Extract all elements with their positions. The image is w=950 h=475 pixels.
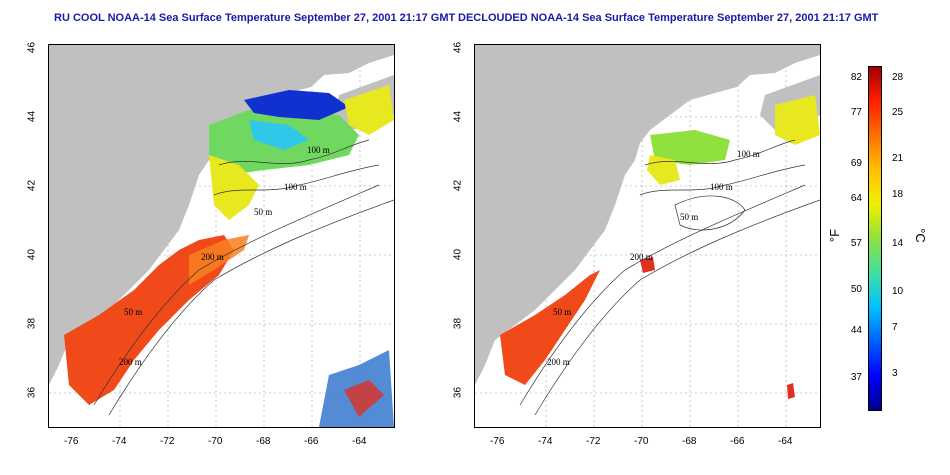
right-contours (519, 139, 820, 416)
y-tick-label: 42 (452, 179, 464, 192)
fahrenheit-tick: 44 (850, 325, 862, 336)
x-tick-label: -76 (64, 436, 79, 447)
left-sst-blue-region (244, 90, 349, 120)
left-sst-cyan-region (249, 120, 309, 150)
y-tick-label: 38 (26, 317, 38, 330)
left-sst-yellow-ne (344, 85, 394, 135)
y-tick-label: 44 (26, 110, 38, 123)
y-tick-label: 42 (26, 179, 38, 192)
left-contour-label: 200 m (201, 252, 224, 262)
left-sst-map: 100 m 100 m 50 m 200 m 50 m 200 m (48, 44, 395, 428)
y-tick-label: 36 (26, 386, 38, 399)
right-contour-label: 50 m (680, 212, 698, 222)
left-contours (93, 139, 394, 416)
x-tick-label: -68 (682, 436, 697, 447)
fahrenheit-tick: 37 (850, 372, 862, 383)
x-tick-label: -70 (208, 436, 223, 447)
celsius-tick: 28 (892, 72, 904, 83)
right-map-title: DECLOUDED NOAA-14 Sea Surface Temperatur… (458, 12, 879, 24)
left-land-mass (49, 45, 394, 385)
x-tick-label: -72 (160, 436, 175, 447)
y-tick-label: 46 (452, 41, 464, 54)
celsius-tick: 10 (892, 286, 904, 297)
temperature-colorbar (868, 66, 882, 411)
fahrenheit-tick: 82 (850, 72, 862, 83)
fahrenheit-tick: 50 (850, 284, 862, 295)
right-sst-red-spot-se (787, 383, 795, 399)
left-sst-yellow-region (209, 155, 259, 220)
fahrenheit-tick: 69 (850, 158, 862, 169)
x-tick-label: -70 (634, 436, 649, 447)
right-sst-yellow-ne (775, 95, 820, 145)
x-tick-label: -64 (352, 436, 367, 447)
right-contour-label: 200 m (547, 357, 570, 367)
left-contour-label: 50 m (124, 307, 142, 317)
right-sst-green-region (650, 130, 730, 165)
x-tick-label: -68 (256, 436, 271, 447)
celsius-tick: 3 (892, 368, 898, 379)
celsius-tick: 21 (892, 153, 904, 164)
right-sst-warm-region (500, 270, 600, 385)
y-tick-label: 40 (452, 248, 464, 261)
left-contour-label: 100 m (307, 145, 330, 155)
celsius-tick: 14 (892, 238, 904, 249)
right-contour-label: 50 m (553, 307, 571, 317)
y-tick-label: 36 (452, 386, 464, 399)
x-tick-label: -72 (586, 436, 601, 447)
celsius-tick: 18 (892, 189, 904, 200)
left-contour-label: 50 m (254, 207, 272, 217)
y-tick-label: 38 (452, 317, 464, 330)
x-tick-label: -76 (490, 436, 505, 447)
right-contour-label: 100 m (710, 182, 733, 192)
x-tick-label: -66 (304, 436, 319, 447)
fahrenheit-tick: 77 (850, 107, 862, 118)
right-sst-red-spot (640, 257, 655, 273)
left-sst-scatter-red (344, 380, 384, 417)
x-tick-label: -64 (778, 436, 793, 447)
fahrenheit-unit-label: °F (827, 228, 843, 243)
left-map-title: RU COOL NOAA-14 Sea Surface Temperature … (54, 12, 456, 24)
left-sst-orange-band (189, 235, 249, 285)
celsius-tick: 25 (892, 107, 904, 118)
x-tick-label: -74 (112, 436, 127, 447)
celsius-unit-label: °C (912, 228, 928, 243)
celsius-tick: 7 (892, 322, 898, 333)
y-tick-label: 44 (452, 110, 464, 123)
x-tick-label: -74 (538, 436, 553, 447)
y-tick-label: 40 (26, 248, 38, 261)
left-contour-label: 100 m (284, 182, 307, 192)
right-contour-label: 200 m (630, 252, 653, 262)
right-map-svg: 100 m 100 m 50 m 200 m 50 m 200 m (475, 45, 820, 427)
right-sst-map: 100 m 100 m 50 m 200 m 50 m 200 m (474, 44, 821, 428)
right-land-mass (475, 45, 820, 385)
fahrenheit-tick: 64 (850, 193, 862, 204)
fahrenheit-tick: 57 (850, 238, 862, 249)
x-tick-label: -66 (730, 436, 745, 447)
left-contour-label: 200 m (119, 357, 142, 367)
left-map-svg: 100 m 100 m 50 m 200 m 50 m 200 m (49, 45, 394, 427)
right-contour-label: 100 m (737, 149, 760, 159)
y-tick-label: 46 (26, 41, 38, 54)
